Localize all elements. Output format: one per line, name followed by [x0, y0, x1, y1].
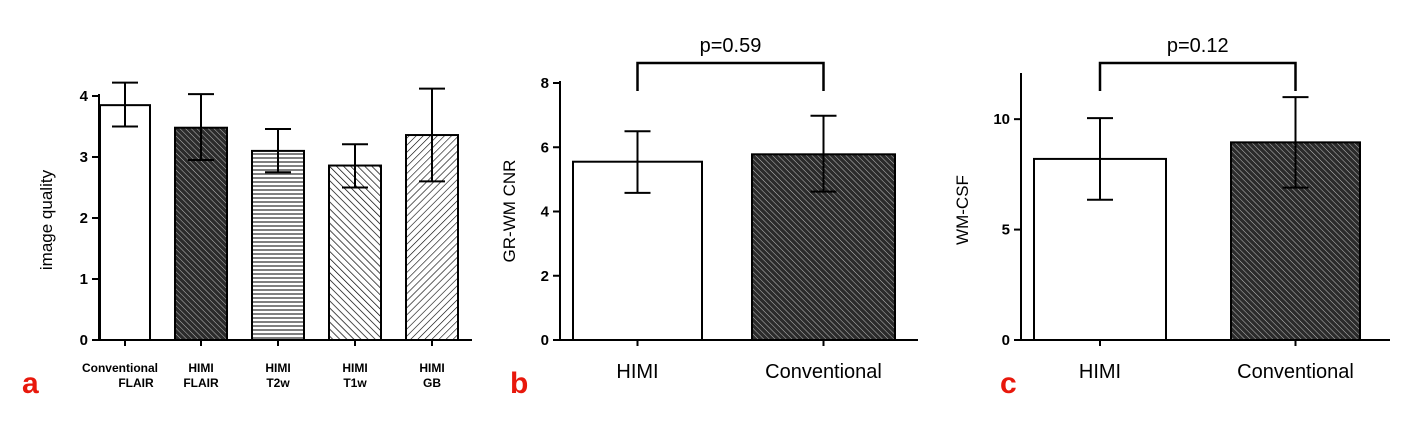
chart-b-y-axis-label: GR-WM CNR: [500, 160, 519, 263]
chart-c-y-tick-label: 5: [1002, 222, 1010, 239]
chart-a-y-tick-label: 2: [80, 210, 88, 227]
chart-a-bar: [328, 164, 382, 341]
chart-a-bar: [174, 126, 228, 341]
chart-b-y-tick-label: 6: [541, 139, 549, 156]
chart-a-y-axis-label: image quality: [37, 169, 56, 270]
chart-b-y-tick-label: 0: [541, 332, 549, 349]
chart-a-y-tick-label: 3: [80, 149, 88, 166]
chart-a-category-label: FLAIR: [183, 376, 219, 390]
chart-a-y-tick-label: 4: [80, 88, 89, 105]
chart-a-category-label: HIMI: [188, 361, 213, 375]
chart-a-category-label: HIMI: [419, 361, 444, 375]
chart-c-category-label: HIMI: [1079, 361, 1121, 383]
chart-c-y-tick-label: 10: [993, 111, 1010, 128]
chart-b-category-label: HIMI: [616, 361, 658, 383]
chart-c-y-tick-label: 0: [1002, 332, 1010, 349]
chart-b-y-tick-label: 8: [541, 75, 549, 92]
chart-a-category-label: FLAIR: [118, 376, 154, 390]
chart-c-category-label: Conventional: [1237, 361, 1354, 383]
chart-a-category-label: HIMI: [342, 361, 367, 375]
chart-b-panel-label: b: [510, 367, 528, 400]
chart-a-category-label: T1w: [343, 376, 367, 390]
chart-a-category-label: HIMI: [265, 361, 290, 375]
chart-c-p-value: p=0.12: [1167, 35, 1229, 57]
chart-b-p-value: p=0.59: [700, 35, 762, 57]
chart-a-bar: [251, 149, 305, 341]
chart-b-y-tick-label: 4: [541, 204, 550, 221]
chart-c-panel-label: c: [1000, 367, 1017, 400]
chart-a-y-tick-label: 1: [80, 271, 88, 288]
chart-a-category-label: GB: [423, 376, 441, 390]
chart-a-bar: [99, 104, 151, 342]
chart-a-y-tick-label: 0: [80, 332, 88, 349]
chart-c-y-axis-label: WM-CSF: [953, 175, 972, 245]
chart-a-category-label: T2w: [266, 376, 290, 390]
chart-b-category-label: Conventional: [765, 361, 882, 383]
chart-c-significance-bracket: [1098, 61, 1297, 91]
chart-a-category-label: Conventional: [82, 361, 158, 375]
chart-b-y-tick-label: 2: [541, 268, 549, 285]
chart-a-panel-label: a: [22, 367, 39, 400]
chart-b-significance-bracket: [636, 61, 825, 91]
